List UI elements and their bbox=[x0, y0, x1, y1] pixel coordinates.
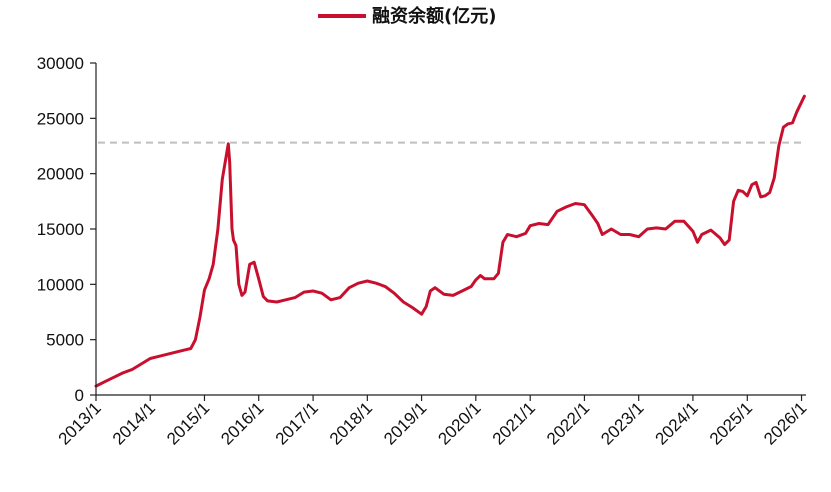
legend-label: 融资余额(亿元) bbox=[372, 5, 496, 27]
x-tick-label: 2025/1 bbox=[706, 398, 756, 448]
x-tick-label: 2019/1 bbox=[380, 398, 430, 448]
x-tick-label: 2014/1 bbox=[109, 398, 159, 448]
legend: 融资余额(亿元) bbox=[318, 5, 496, 27]
x-tick-label: 2023/1 bbox=[597, 398, 647, 448]
y-axis-ticks: 0 5000 10000 15000 20000 25000 30000 bbox=[37, 54, 96, 405]
y-tick-label: 15000 bbox=[37, 220, 84, 239]
y-tick-label: 30000 bbox=[37, 54, 84, 73]
x-tick-label: 2018/1 bbox=[326, 398, 376, 448]
y-tick-label: 0 bbox=[75, 386, 84, 405]
x-tick-label: 2020/1 bbox=[434, 398, 484, 448]
x-tick-label: 2017/1 bbox=[272, 398, 322, 448]
x-tick-label: 2026/1 bbox=[760, 398, 810, 448]
y-tick-label: 5000 bbox=[46, 331, 84, 350]
series-line bbox=[94, 94, 806, 388]
y-tick-label: 10000 bbox=[37, 275, 84, 294]
x-tick-label: 2015/1 bbox=[163, 398, 213, 448]
x-tick-label: 2013/1 bbox=[55, 398, 105, 448]
x-axis-ticks: 2013/1 2014/1 2015/1 2016/1 2017/1 2018/1 2019… bbox=[55, 395, 810, 449]
y-tick-label: 25000 bbox=[37, 109, 84, 128]
y-tick-label: 20000 bbox=[37, 165, 84, 184]
x-tick-label: 2024/1 bbox=[652, 398, 702, 448]
x-tick-label: 2021/1 bbox=[489, 398, 539, 448]
x-tick-label: 2022/1 bbox=[543, 398, 593, 448]
x-tick-label: 2016/1 bbox=[217, 398, 267, 448]
